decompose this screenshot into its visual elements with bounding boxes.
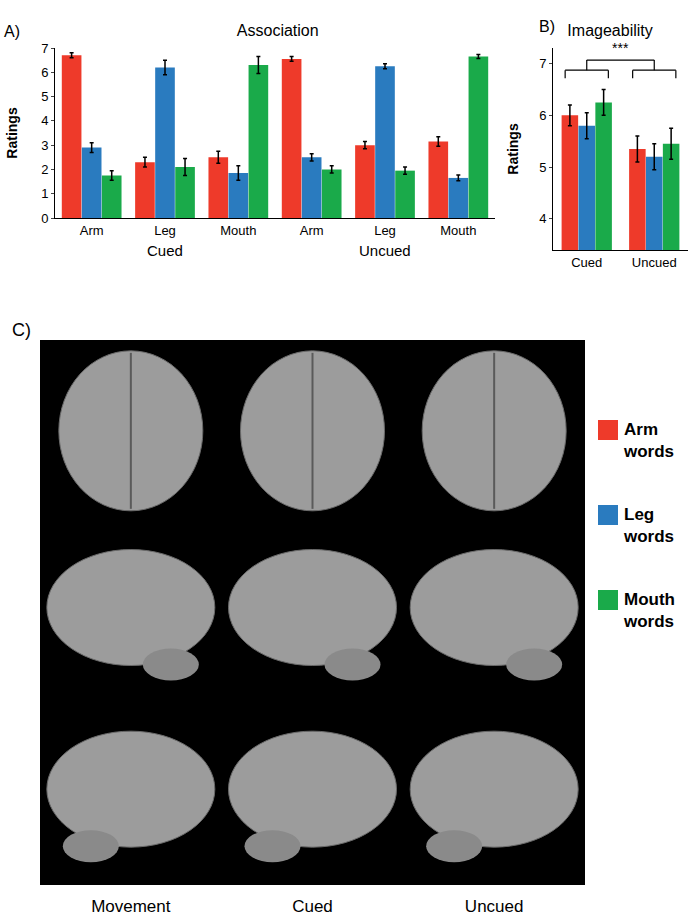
svg-text:6: 6 [539,108,546,123]
svg-text:C): C) [12,320,31,340]
svg-text:Armwords: Armwords [623,420,674,461]
svg-text:Legwords: Legwords [623,505,674,546]
svg-text:Cued: Cued [147,242,183,259]
svg-text:Uncued: Uncued [632,255,677,270]
svg-text:Uncued: Uncued [465,897,524,916]
svg-text:6: 6 [41,65,48,80]
svg-text:3: 3 [41,138,48,153]
svg-text:Arm: Arm [80,223,104,238]
svg-text:Leg: Leg [374,223,396,238]
svg-text:5: 5 [41,89,48,104]
svg-text:Arm: Arm [300,223,324,238]
svg-text:B): B) [539,18,555,35]
svg-text:A): A) [4,23,20,40]
svg-text:1: 1 [41,186,48,201]
svg-text:Mouth: Mouth [440,223,476,238]
svg-text:5: 5 [539,160,546,175]
svg-text:0: 0 [41,211,48,226]
svg-text:Uncued: Uncued [359,242,411,259]
svg-text:2: 2 [41,162,48,177]
svg-text:7: 7 [41,41,48,56]
svg-text:Ratings: Ratings [505,123,521,175]
svg-text:Association: Association [237,22,319,39]
svg-text:***: *** [612,40,629,56]
svg-text:Imageability: Imageability [567,22,652,39]
svg-text:Ratings: Ratings [4,107,20,159]
svg-text:4: 4 [41,113,48,128]
svg-text:Mouth: Mouth [220,223,256,238]
svg-text:Mouthwords: Mouthwords [623,590,675,631]
svg-text:Cued: Cued [292,897,333,916]
svg-text:Cued: Cued [571,255,602,270]
svg-text:4: 4 [539,211,546,226]
svg-text:Movement: Movement [91,897,171,916]
svg-text:Leg: Leg [154,223,176,238]
svg-text:7: 7 [539,56,546,71]
